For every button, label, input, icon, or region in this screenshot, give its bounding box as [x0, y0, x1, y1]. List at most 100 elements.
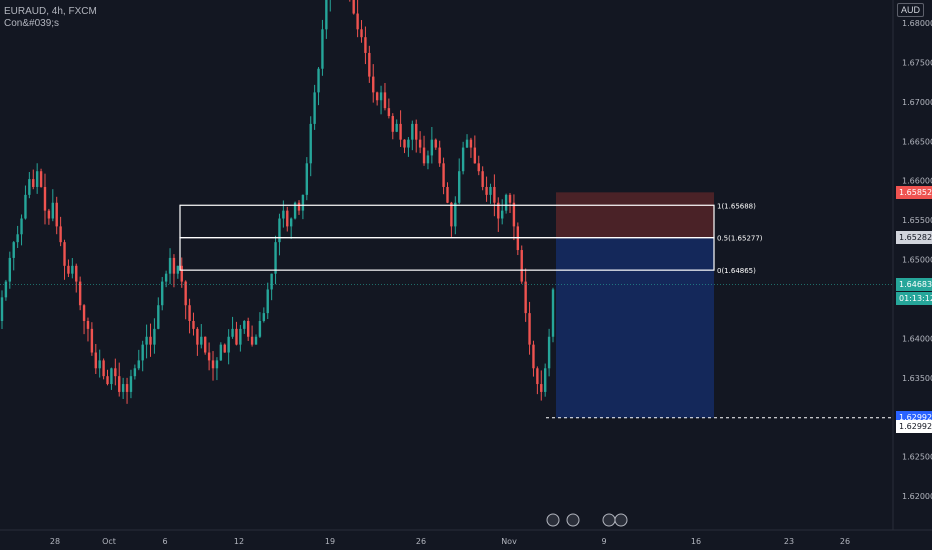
- candle-body: [106, 376, 109, 385]
- candle-body: [375, 92, 379, 101]
- symbol-title[interactable]: EURAUD, 4h, FXCM: [4, 6, 97, 17]
- currency-label[interactable]: AUD: [896, 3, 924, 17]
- candle-body: [235, 328, 238, 345]
- time-tick-label: 23: [784, 537, 794, 546]
- event-marker-icon: [546, 513, 560, 527]
- candle-body: [551, 289, 555, 337]
- candle-body: [325, 0, 328, 30]
- candle-body: [51, 202, 55, 219]
- price-tick-label: 1.64000: [902, 334, 932, 343]
- price-tick-label: 1.62500: [902, 453, 932, 462]
- time-tick-label: 28: [50, 537, 60, 546]
- candle-body: [407, 139, 410, 148]
- candle-body: [403, 139, 406, 148]
- time-tick-label: 19: [325, 537, 335, 546]
- candle-body: [243, 320, 246, 329]
- candle-body: [532, 344, 535, 369]
- candle-body: [204, 336, 207, 353]
- candle-body: [461, 147, 465, 172]
- candle-body: [415, 123, 418, 140]
- candle-body: [262, 313, 266, 321]
- candle-body: [458, 171, 461, 203]
- candle-body: [86, 320, 90, 329]
- candle-body: [168, 257, 172, 274]
- candle-body: [215, 360, 219, 369]
- candle-body: [266, 289, 269, 314]
- candle-body: [512, 202, 516, 227]
- candle-body: [47, 210, 51, 219]
- candle-body: [465, 139, 469, 148]
- candle-body: [391, 116, 394, 132]
- candle-body: [188, 305, 191, 321]
- candle-body: [24, 194, 27, 219]
- candle-body: [430, 139, 434, 156]
- candle-body: [547, 336, 551, 369]
- candle-body: [442, 163, 445, 187]
- candle-body: [282, 210, 285, 219]
- candle-body: [172, 257, 176, 274]
- candle-body: [418, 139, 422, 148]
- time-tick-label: Nov: [501, 537, 517, 546]
- candle-body: [211, 360, 215, 369]
- candle-body: [454, 202, 457, 227]
- candle-body: [82, 305, 86, 321]
- candle-body: [137, 360, 140, 369]
- indicator-label[interactable]: Con&#039;s: [4, 18, 60, 29]
- candle-body: [305, 163, 309, 195]
- candle-body: [485, 186, 488, 195]
- price-tick-label: 1.66500: [902, 137, 932, 146]
- candle-body: [372, 76, 375, 93]
- candle-body: [493, 186, 496, 203]
- candle-body: [422, 147, 426, 164]
- fib-level-label: 0(1.64865): [717, 267, 756, 275]
- candle-body: [219, 344, 223, 361]
- candle-body: [110, 368, 113, 385]
- candle-body: [67, 265, 70, 274]
- candle-body: [524, 281, 527, 314]
- candle-body: [489, 186, 492, 195]
- candle-body: [536, 368, 539, 385]
- price-tick-label: 1.67500: [902, 58, 932, 67]
- candle-body: [43, 186, 47, 211]
- price-tag: 1.65852: [896, 185, 932, 199]
- price-tick-label: 1.65500: [902, 216, 932, 225]
- candle-body: [477, 163, 480, 172]
- candle-body: [102, 360, 105, 377]
- candle-body: [309, 123, 312, 164]
- candle-body: [94, 352, 97, 369]
- time-tick-label: 6: [162, 537, 167, 546]
- candle-body: [352, 0, 355, 14]
- candle-body: [543, 368, 547, 392]
- candle-body: [387, 108, 391, 117]
- candle-body: [121, 384, 125, 392]
- candle-body: [90, 328, 94, 353]
- price-tick-label: 1.63500: [902, 374, 932, 383]
- candle-body: [250, 336, 254, 345]
- candle-body: [508, 194, 512, 203]
- candle-body: [196, 328, 199, 345]
- candle-body: [528, 313, 531, 345]
- candle-body: [161, 281, 164, 306]
- candle-body: [114, 368, 117, 377]
- candle-body: [12, 242, 15, 258]
- candle-body: [129, 376, 133, 392]
- candle-body: [239, 328, 242, 345]
- candle-body: [383, 92, 387, 109]
- price-tag: 1.62992: [896, 420, 932, 434]
- candle-body: [274, 242, 277, 274]
- candle-body: [497, 202, 500, 219]
- candle-body: [411, 123, 414, 140]
- price-tag: 1.64683: [896, 277, 932, 291]
- candle-body: [481, 171, 484, 187]
- candle-body: [434, 139, 437, 148]
- candle-body: [55, 202, 58, 227]
- candle-body: [180, 265, 183, 282]
- candle-body: [35, 171, 39, 187]
- candle-body: [356, 13, 359, 30]
- candle-body: [364, 37, 367, 53]
- candle-body: [59, 226, 62, 243]
- time-tick-label: 26: [840, 537, 850, 546]
- price-tick-label: 1.67000: [902, 98, 932, 107]
- candle-body: [446, 186, 449, 203]
